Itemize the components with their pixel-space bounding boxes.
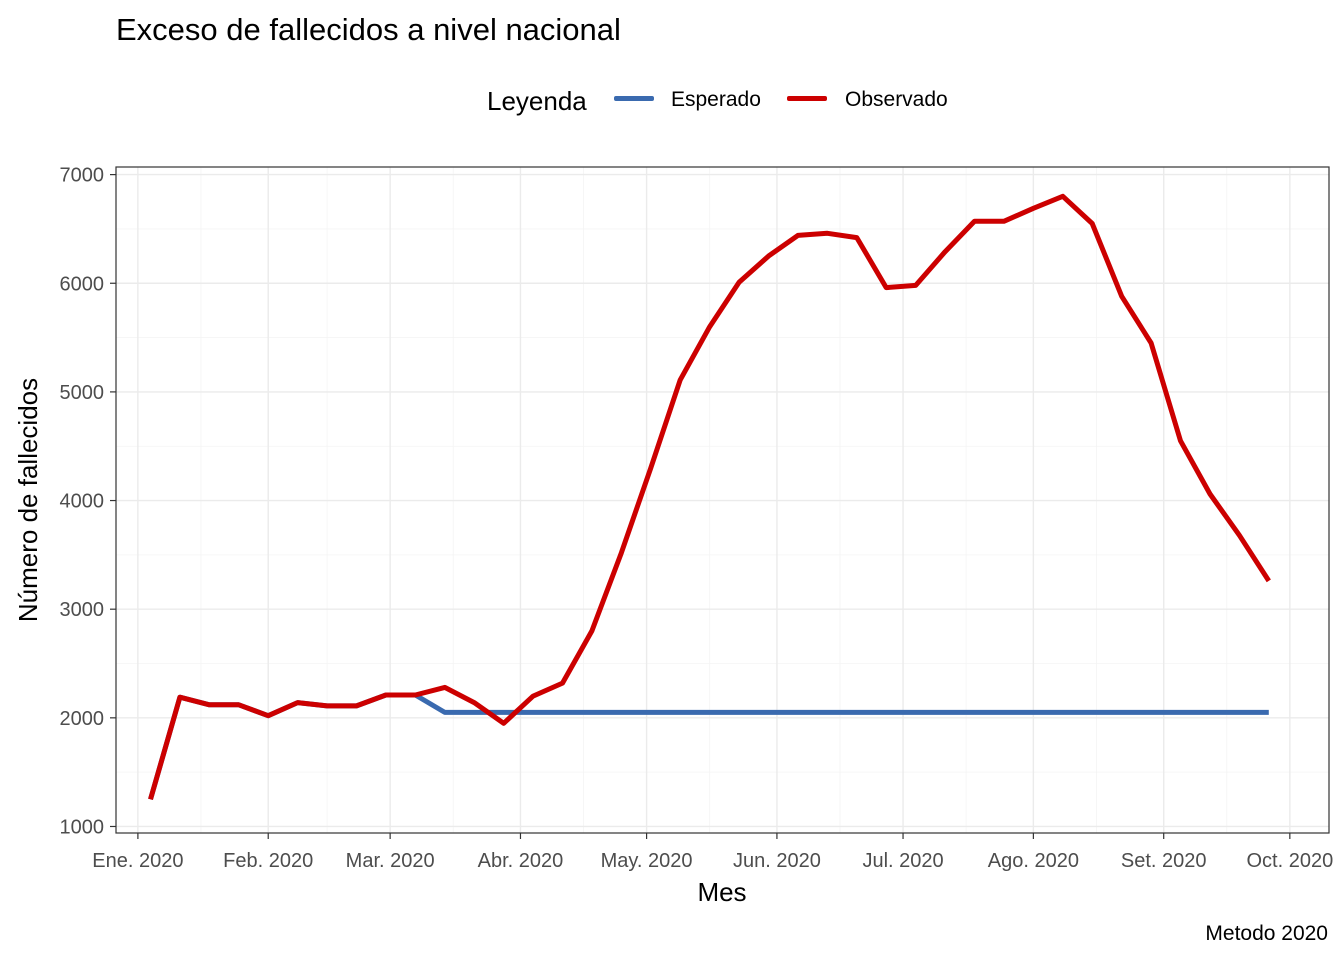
y-tick-label: 7000	[60, 165, 105, 187]
legend-label-esperado: Esperado	[671, 88, 761, 111]
x-tick-label: Abr. 2020	[478, 850, 564, 872]
x-tick-label: Feb. 2020	[223, 850, 313, 872]
major-gridlines	[116, 167, 1329, 833]
legend: Leyenda Esperado Observado	[0, 84, 1344, 120]
x-tick-label: Set. 2020	[1121, 850, 1207, 872]
chart-title: Exceso de fallecidos a nivel nacional	[116, 12, 621, 47]
legend-key-esperado	[614, 96, 654, 101]
caption: Metodo 2020	[1205, 922, 1328, 945]
y-tick-label: 6000	[60, 273, 105, 295]
x-tick-label: Ago. 2020	[988, 850, 1079, 872]
axis-ticks: 1000 2000 3000 4000 5000 6000 7000 Ene. 2020 Feb…	[60, 165, 1334, 872]
x-axis-title: Mes	[697, 877, 746, 907]
y-tick-label: 4000	[60, 491, 105, 513]
y-tick-label: 2000	[60, 708, 105, 730]
x-tick-label: Oct. 2020	[1246, 850, 1333, 872]
series-line-observado	[148, 193, 1271, 800]
y-tick-label: 5000	[60, 382, 105, 404]
y-tick-label: 1000	[60, 816, 105, 838]
x-tick-label: May. 2020	[601, 850, 693, 872]
x-tick-label: Jul. 2020	[862, 850, 943, 872]
legend-title: Leyenda	[487, 86, 587, 116]
x-tick-label: Mar. 2020	[346, 850, 435, 872]
legend-label-observado: Observado	[845, 88, 948, 111]
x-tick-label: Ene. 2020	[92, 850, 183, 872]
series-lines	[148, 193, 1271, 800]
y-tick-label: 3000	[60, 599, 105, 621]
x-tick-label: Jun. 2020	[733, 850, 821, 872]
y-axis-title: Número de fallecidos	[13, 378, 43, 622]
legend-key-observado	[787, 96, 827, 101]
